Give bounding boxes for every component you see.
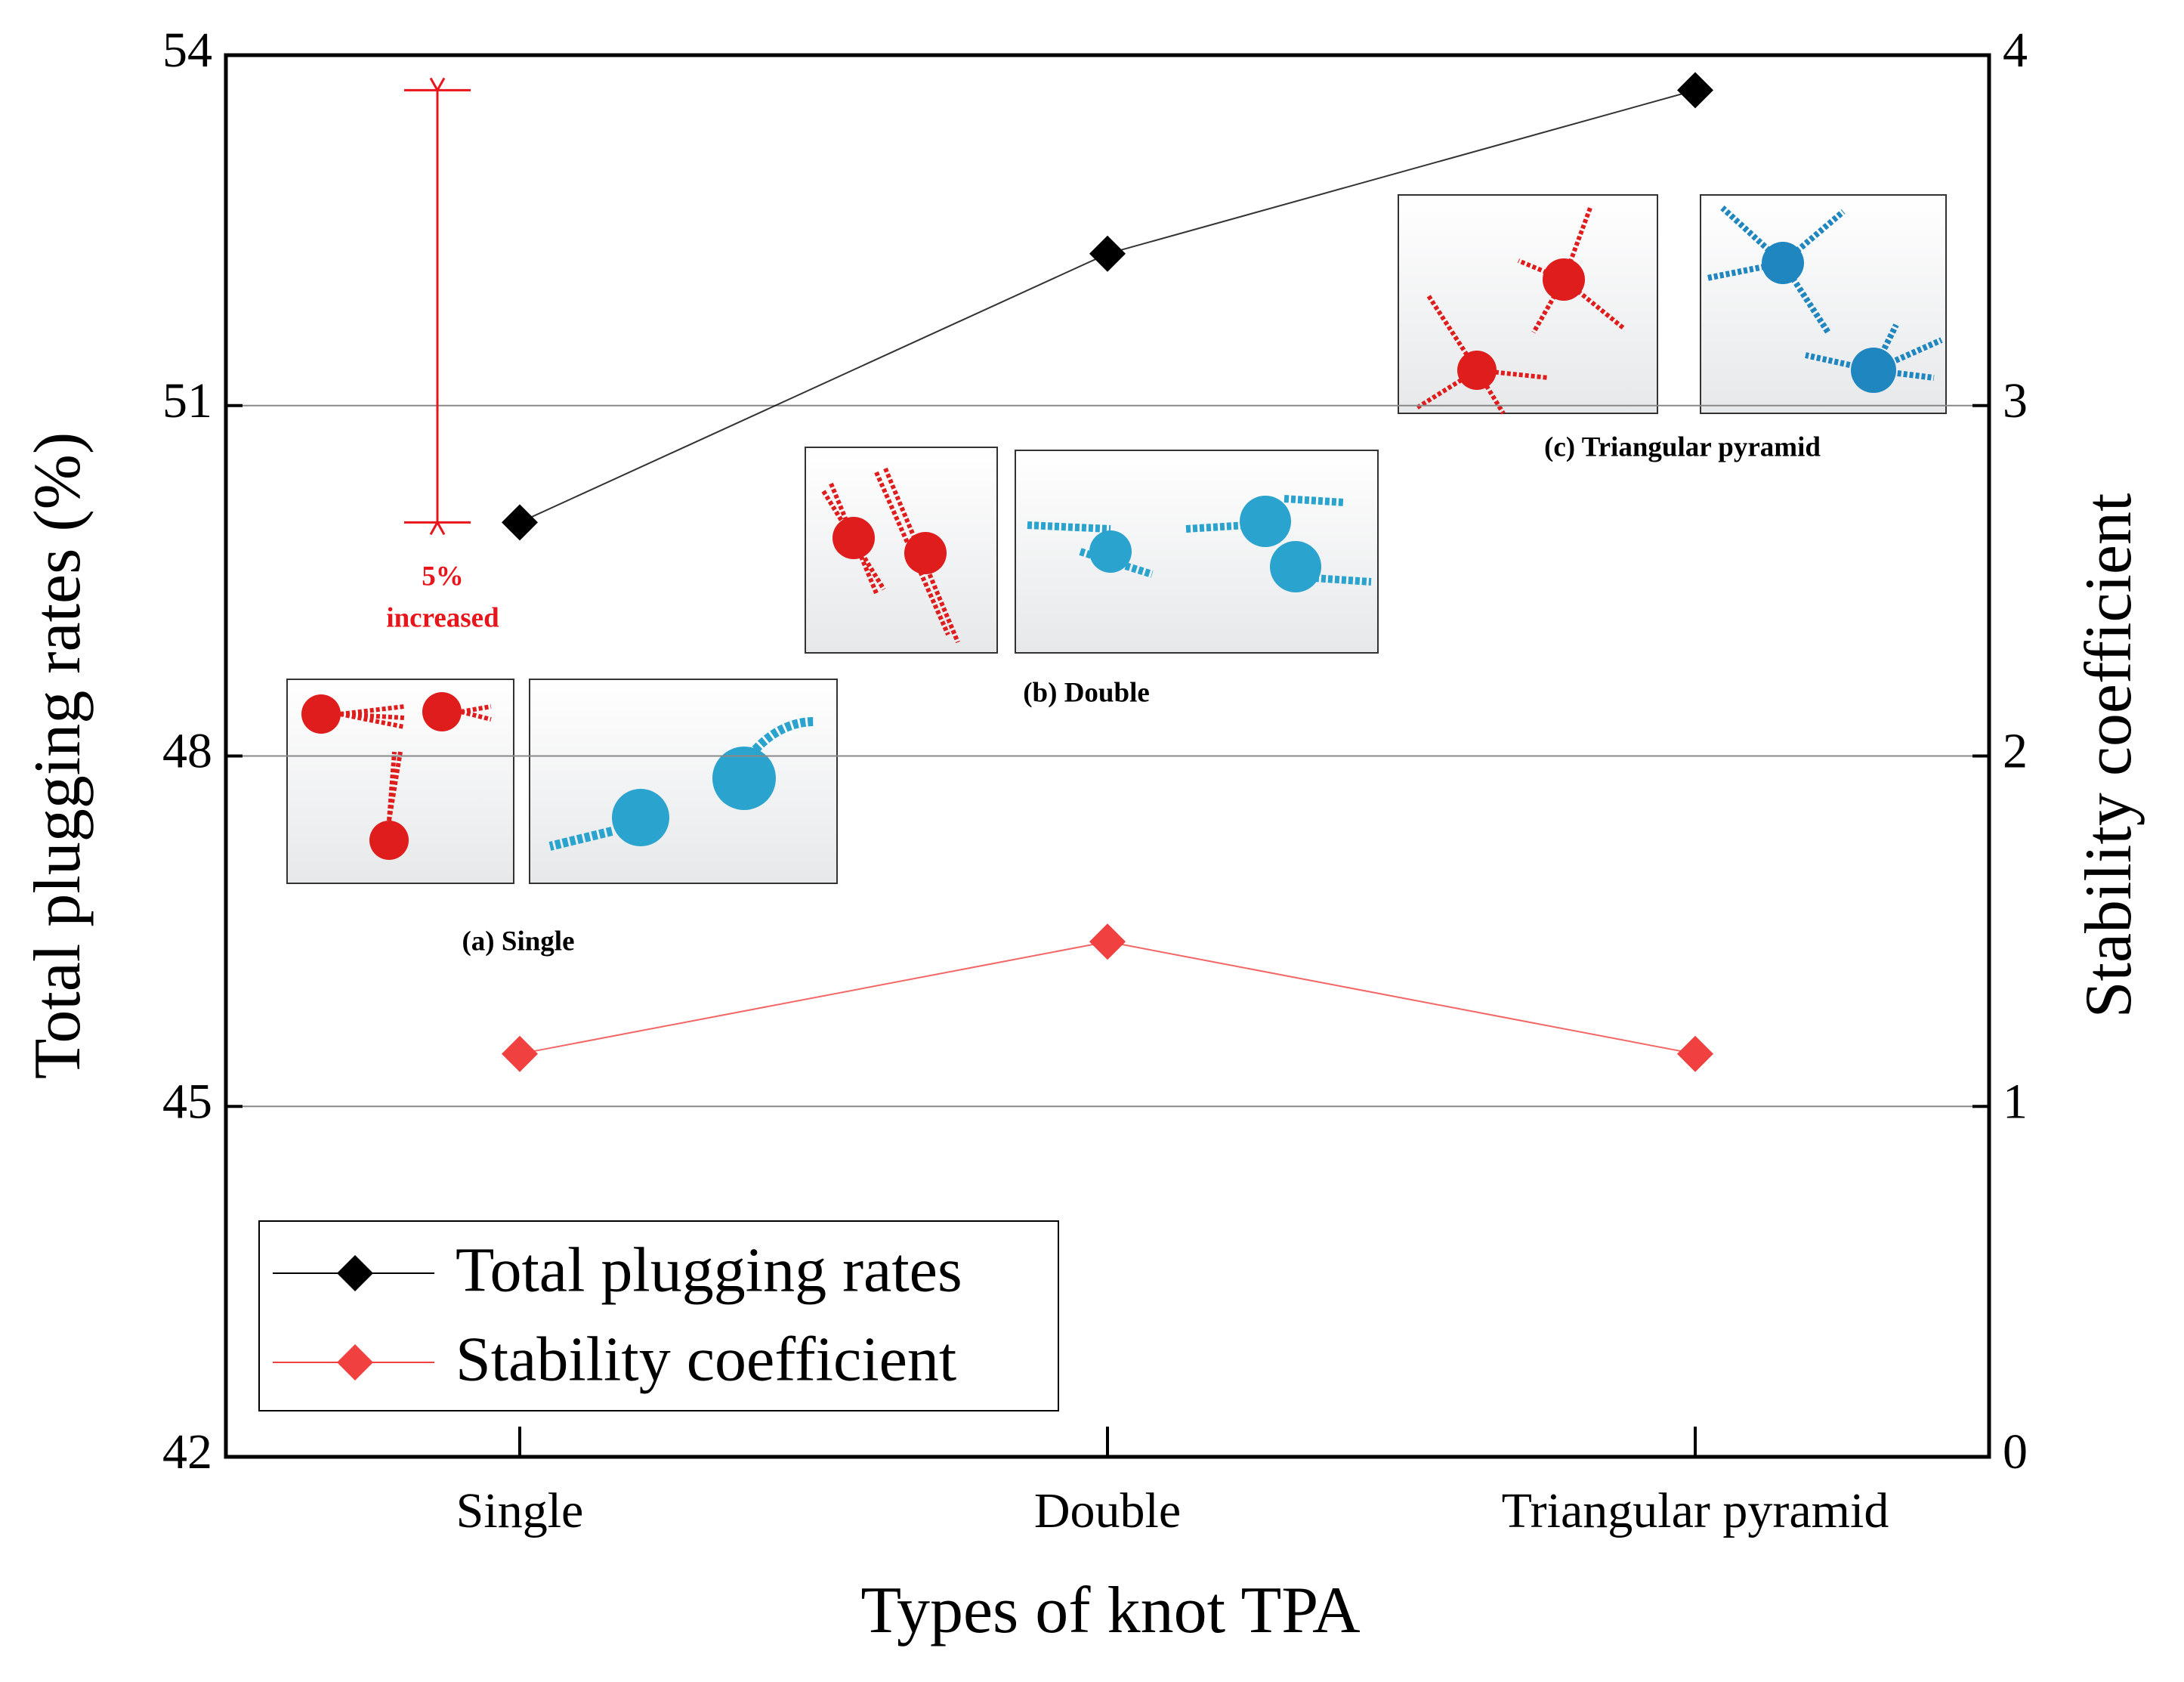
annotation-head: [429, 520, 446, 536]
inset-caption: (b) Double: [1023, 677, 1150, 708]
inset-caption: (c) Triangular pyramid: [1544, 431, 1821, 462]
x-tick-label: Triangular pyramid: [1502, 1483, 1889, 1538]
y2-tick-label: 0: [2003, 1424, 2028, 1479]
annotation-head: [429, 77, 446, 93]
legend-marker: [337, 1344, 373, 1381]
marker: [502, 1035, 538, 1072]
y2-axis-label: Stability coefficient: [2072, 493, 2145, 1019]
y2-tick-label: 2: [2003, 724, 2028, 779]
y2-tick-label: 3: [2003, 373, 2028, 428]
marker: [1089, 923, 1126, 960]
inset-triangular: [1398, 194, 1947, 415]
insets: [286, 194, 1947, 884]
y-tick-label: 51: [162, 373, 212, 428]
legend-box: [258, 1220, 1059, 1411]
x-axis-label: Types of knot TPA: [860, 1574, 1360, 1647]
inset-single: [286, 679, 838, 884]
marker: [1089, 235, 1126, 272]
annotation: 5%: [422, 561, 464, 592]
annotation: increased: [386, 602, 499, 633]
legend-marker: [337, 1255, 373, 1291]
marker: [502, 504, 538, 541]
y-tick-label: 45: [162, 1074, 212, 1129]
y2-tick-label: 4: [2003, 23, 2028, 78]
y-tick-label: 54: [162, 23, 212, 78]
inset-double: [805, 447, 1379, 654]
y-tick-label: 42: [162, 1424, 212, 1479]
marker: [1677, 1035, 1713, 1072]
x-tick-label: Double: [1034, 1483, 1181, 1538]
plot-frame: [224, 53, 1991, 1459]
y-tick-label: 48: [162, 724, 212, 779]
x-tick-label: Single: [456, 1483, 584, 1538]
y-axis-label: Total plugging rates (%): [21, 432, 94, 1080]
y2-tick-label: 1: [2003, 1074, 2028, 1129]
legend-label: Total plugging rates: [456, 1235, 962, 1305]
legend-label: Stability coefficient: [456, 1324, 956, 1394]
marker: [1677, 72, 1713, 109]
inset-caption: (a) Single: [462, 926, 574, 957]
